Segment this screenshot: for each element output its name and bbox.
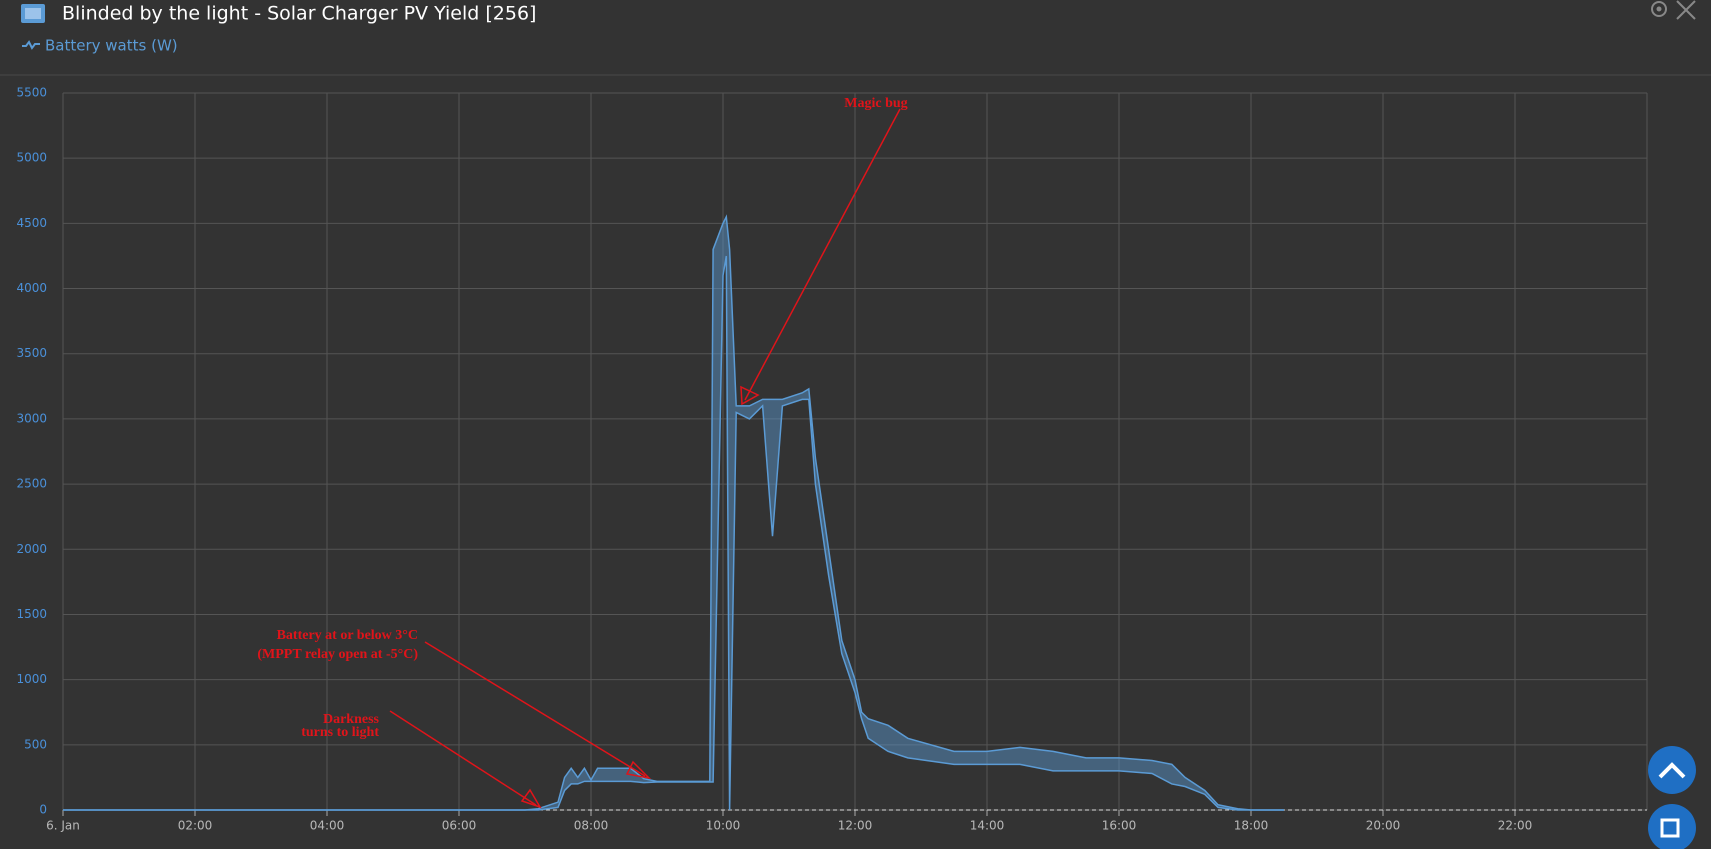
collapse-icon[interactable]	[1676, 0, 1696, 20]
x-tick-label: 06:00	[442, 819, 477, 833]
y-tick-label: 3500	[16, 346, 47, 360]
x-tick-label: 10:00	[706, 819, 741, 833]
range-line-low	[63, 255, 1284, 811]
x-tick-label: 04:00	[310, 819, 345, 833]
range-line-high	[63, 214, 1284, 811]
range-area	[63, 216, 1284, 810]
x-tick-label: 08:00	[574, 819, 609, 833]
x-tick-label: 6. Jan	[46, 819, 80, 833]
y-tick-label: 2000	[16, 542, 47, 556]
y-tick-label: 2500	[16, 477, 47, 491]
settings-icon[interactable]	[1651, 1, 1667, 17]
x-tick-label: 22:00	[1498, 819, 1533, 833]
chart-title: Blinded by the light - Solar Charger PV …	[62, 3, 536, 25]
scroll-top-button[interactable]	[1648, 746, 1696, 794]
annotation-arrows	[389, 108, 901, 809]
annotation: Battery at or below 3°C	[277, 628, 418, 643]
feedback-button[interactable]	[1648, 804, 1696, 849]
plot-area: 0 500 1000 1500 2000 2500 3000 3500 4000 4500 5000…	[16, 86, 1648, 833]
y-tick-label: 3000	[16, 411, 47, 425]
y-tick-label: 4500	[16, 216, 47, 230]
y-tick-label: 500	[24, 737, 47, 751]
x-tick-label: 14:00	[970, 819, 1005, 833]
y-tick-label: 5500	[16, 86, 47, 100]
y-tick-label: 1000	[16, 672, 47, 686]
annotation: (MPPT relay open at -5°C)	[257, 647, 418, 662]
y-tick-label: 5000	[16, 151, 47, 165]
x-tick-label: 16:00	[1102, 819, 1137, 833]
y-tick-label: 4000	[16, 281, 47, 295]
annotation: Magic bug	[844, 96, 907, 111]
y-tick-label: 1500	[16, 607, 47, 621]
legend-symbol	[22, 40, 40, 50]
annotation: turns to light	[301, 725, 379, 740]
x-tick-label: 20:00	[1366, 819, 1401, 833]
x-tick-label: 02:00	[178, 819, 213, 833]
annotation: Darkness	[323, 712, 380, 727]
x-tick-label: 12:00	[838, 819, 873, 833]
x-tick-label: 18:00	[1234, 819, 1269, 833]
legend-label[interactable]: Battery watts (W)	[45, 37, 178, 55]
y-tick-label: 0	[39, 803, 47, 817]
chart-icon-inner	[25, 8, 41, 19]
